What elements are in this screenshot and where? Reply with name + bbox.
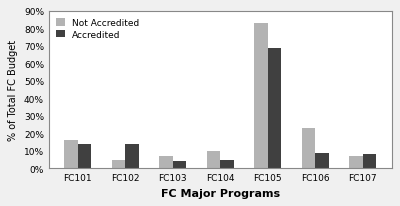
Bar	[160, 156, 173, 169]
Bar	[315, 153, 328, 169]
X-axis label: FC Major Programs: FC Major Programs	[161, 188, 280, 198]
Bar	[302, 128, 315, 169]
Legend: Not Accredited, Accredited: Not Accredited, Accredited	[53, 16, 142, 42]
Bar	[173, 162, 186, 169]
Bar	[64, 140, 78, 169]
Bar	[254, 24, 268, 169]
Bar	[125, 144, 138, 169]
Bar	[350, 156, 363, 169]
Bar	[363, 154, 376, 169]
Bar	[78, 144, 91, 169]
Y-axis label: % of Total FC Budget: % of Total FC Budget	[8, 40, 18, 140]
Bar	[220, 160, 234, 169]
Bar	[112, 160, 125, 169]
Bar	[207, 151, 220, 169]
Bar	[268, 48, 281, 169]
